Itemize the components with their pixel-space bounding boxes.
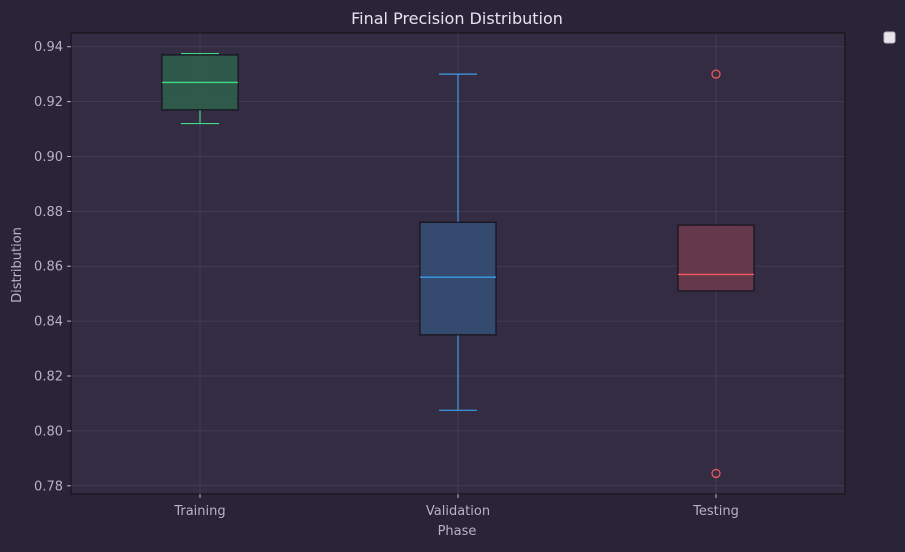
x-axis-label: Phase	[438, 524, 477, 539]
legend-box	[883, 31, 896, 44]
x-tick-label: Validation	[426, 504, 490, 519]
y-axis-label: Distribution	[10, 227, 25, 303]
outlier-point	[711, 468, 721, 479]
y-tick-label: 0.94	[34, 40, 63, 55]
x-tick-label: Testing	[692, 504, 739, 519]
x-tick-label: Training	[173, 504, 225, 519]
y-axis-ticks: 0.78 0.80 0.82 0.84 0.86 0.88 0.90 0.92 0.94	[34, 40, 71, 494]
outlier-point	[711, 69, 721, 79]
chart-title: Final Precision Distribution	[351, 9, 563, 28]
x-axis-ticks: Training Validation Testing	[173, 494, 739, 519]
box-validation	[419, 73, 497, 411]
y-tick-label: 0.82	[34, 370, 63, 385]
box-body	[419, 221, 497, 336]
box-testing	[677, 69, 755, 479]
box-series	[161, 52, 755, 479]
y-tick-label: 0.84	[34, 315, 63, 330]
y-tick-label: 0.78	[34, 479, 63, 494]
y-tick-label: 0.86	[34, 260, 63, 275]
box-training	[161, 52, 239, 125]
y-tick-label: 0.80	[34, 424, 63, 439]
box-body	[677, 224, 755, 292]
y-tick-label: 0.90	[34, 150, 63, 165]
y-tick-label: 0.92	[34, 95, 63, 110]
y-tick-label: 0.88	[34, 205, 63, 220]
